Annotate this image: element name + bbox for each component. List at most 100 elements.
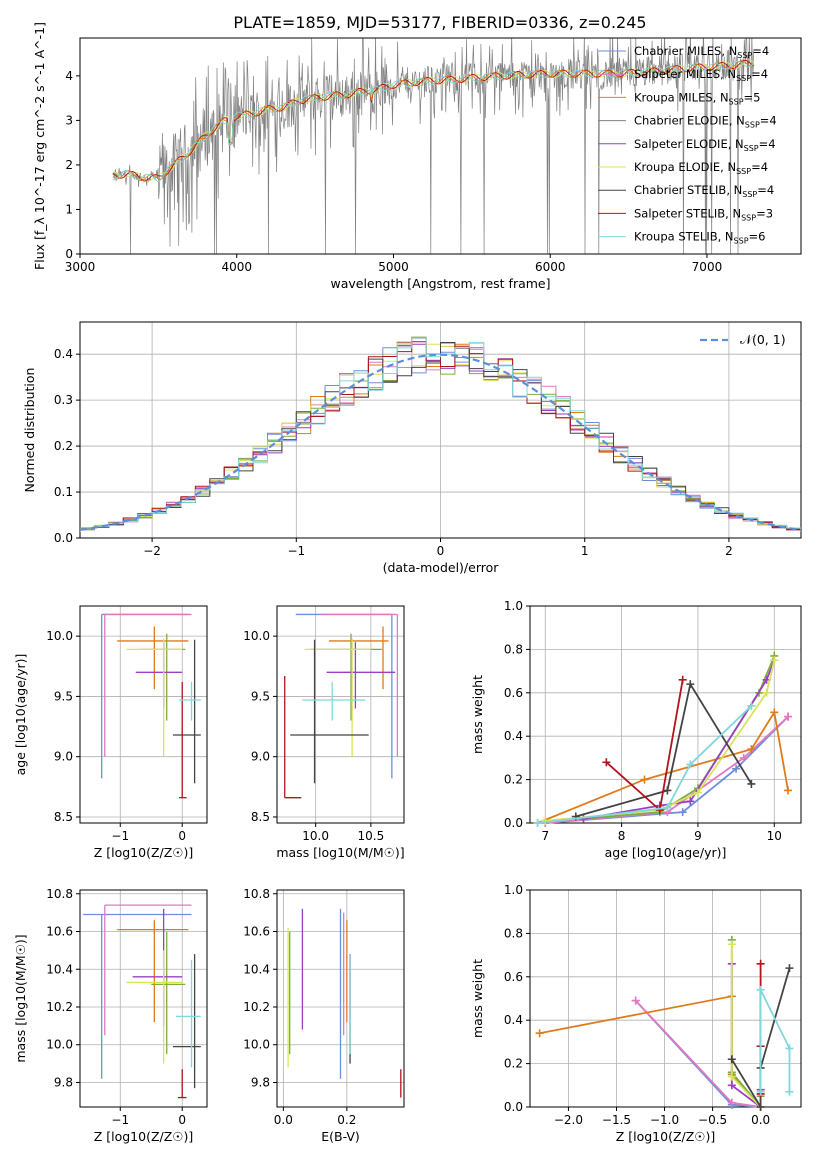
y-tick-label: 1 (65, 202, 73, 216)
y-tick-label: 0.4 (504, 729, 523, 743)
y-axis-label: Flux [f_λ 10^-17 erg cm^-2 s^-1 A^-1] (32, 22, 47, 270)
data-point (533, 819, 542, 827)
x-tick-label: 2 (725, 544, 733, 558)
y-tick-label: 10.2 (46, 1000, 73, 1014)
errorbar-salpeter_stelib (177, 1069, 187, 1099)
x-tick-label: 10 (767, 829, 782, 843)
y-tick-label: 10.0 (243, 1038, 270, 1052)
y-tick-label: 9.0 (54, 750, 73, 764)
data-point (756, 959, 765, 968)
x-tick-label: 5000 (378, 260, 409, 274)
y-tick-label: 10.2 (243, 1000, 270, 1014)
y-tick-label: 1.0 (504, 883, 523, 897)
x-tick-label: −1 (111, 1113, 129, 1127)
x-tick-label: 0 (178, 1113, 186, 1127)
residuals-panel: −2 −1 0 1 2 0.0 0.1 0.2 0.3 0.4 (data-model)/error… (22, 321, 802, 575)
y-axis-label: age [log10(age/yr)] (13, 654, 28, 776)
y-tick-label: 0.2 (504, 773, 523, 787)
data-point (747, 701, 756, 710)
weight-vs-z-panel: −2.0 −1.5 −1.0 −0.5 0.0 0.0 0.2 0.4 0.6 0.8 1.0 Z [… (470, 883, 802, 1144)
y-tick-label: 10.0 (46, 1038, 73, 1052)
axes-frame (79, 37, 802, 255)
data-point (541, 816, 550, 825)
normal-curve (80, 353, 801, 531)
y-tick-label: 8.5 (54, 810, 73, 824)
y-axis-label: mass weight (470, 959, 485, 1038)
errorbar-kroupa_miles (328, 626, 389, 690)
errorbar-kroupa_elodie (126, 950, 183, 1064)
y-tick-label: 0.6 (504, 970, 523, 984)
series-line (545, 660, 776, 822)
x-axis-label: Z [log10(Z/Z☉)] (94, 1129, 194, 1144)
data-point (727, 1055, 736, 1064)
data-point (770, 656, 779, 665)
errorbar-chabrier_stelib (290, 639, 369, 784)
y-tick-label: 1.0 (504, 599, 523, 613)
y-axis-label: mass weight (470, 675, 485, 754)
x-tick-label: 4000 (221, 260, 252, 274)
series-line (635, 1000, 761, 1108)
y-tick-label: 10.6 (243, 925, 270, 939)
data-point (686, 680, 695, 689)
data-point (663, 803, 672, 812)
x-tick-label: −0.5 (698, 1113, 727, 1127)
x-tick-label: 8 (618, 829, 626, 843)
data-point (756, 1103, 765, 1111)
y-tick-label: 10.8 (243, 887, 270, 901)
y-tick-label: 10.6 (46, 925, 73, 939)
x-tick-label: −1 (111, 829, 129, 843)
x-axis-label: Z [log10(Z/Z☉)] (94, 845, 194, 860)
x-axis-label: (data-model)/error (383, 560, 500, 575)
errorbar-chabrier_elodie (151, 931, 186, 1055)
data-point (785, 964, 794, 973)
series-line (759, 989, 791, 1092)
x-tick-label: 0 (178, 829, 186, 843)
series-line (537, 705, 753, 824)
errorbar-salpeter_miles (104, 904, 192, 1036)
data-point (785, 1087, 794, 1096)
x-tick-label: −2 (143, 544, 161, 558)
errorbar-chabrier_miles (83, 913, 192, 1079)
data-point (727, 1081, 736, 1090)
x-tick-label: 7 (541, 829, 549, 843)
errorbar-kroupa_stelib (176, 959, 201, 1068)
data-point (727, 1098, 736, 1107)
y-tick-label: 0.0 (504, 816, 523, 830)
series-kroupa_stelib (533, 701, 756, 827)
model-spectrum-kroupa_elodie (112, 59, 755, 182)
series-kroupa_miles (535, 992, 765, 1111)
y-tick-label: 9.0 (251, 750, 270, 764)
data-point (663, 786, 672, 795)
x-tick-label: 10.0 (302, 829, 329, 843)
weight-vs-age-panel: 7 8 9 10 0.0 0.2 0.4 0.6 0.8 1.0 age [log10(age/yr… (470, 599, 802, 860)
series-salpeter_stelib (602, 675, 687, 814)
legend-entry: Salpeter STELIB, NSSP=3 (634, 206, 773, 222)
x-tick-label: 0 (437, 544, 445, 558)
x-tick-label: 1 (581, 544, 589, 558)
errorbar-kroupa_miles (117, 626, 189, 690)
errorbar-salpeter_miles (321, 613, 399, 757)
x-tick-label: −1 (287, 544, 305, 558)
mass-vs-ebv-panel: 0.0 0.2 9.8 10.0 10.2 10.4 10.6 10.8 E(B-V) (243, 887, 405, 1144)
data-point (770, 708, 779, 717)
model-spectrum-kroupa_stelib (112, 60, 755, 183)
axes-frame (276, 605, 405, 824)
legend-entry: Salpeter ELODIE, NSSP=4 (634, 137, 776, 153)
data-point (784, 712, 793, 721)
x-tick-label: 3000 (65, 260, 96, 274)
data-point (762, 688, 771, 697)
series-salpeter_miles (631, 996, 765, 1111)
data-point (739, 753, 748, 762)
data-point (640, 775, 649, 784)
x-tick-label: 0.2 (337, 1113, 356, 1127)
x-axis-label: mass [log10(M/M☉)] (276, 845, 404, 860)
data-point (727, 1072, 736, 1081)
data-point (784, 786, 793, 795)
y-tick-label: 2 (65, 158, 73, 172)
y-tick-label: 9.5 (54, 689, 73, 703)
legend-entry: Chabrier MILES, NSSP=4 (634, 44, 769, 60)
y-axis-label: mass [log10(M/M☉)] (13, 934, 28, 1062)
x-tick-label: −1.5 (602, 1113, 631, 1127)
legend-entry: Kroupa MILES, NSSP=5 (634, 90, 760, 106)
errorbar-salpeter_stelib (284, 675, 302, 799)
